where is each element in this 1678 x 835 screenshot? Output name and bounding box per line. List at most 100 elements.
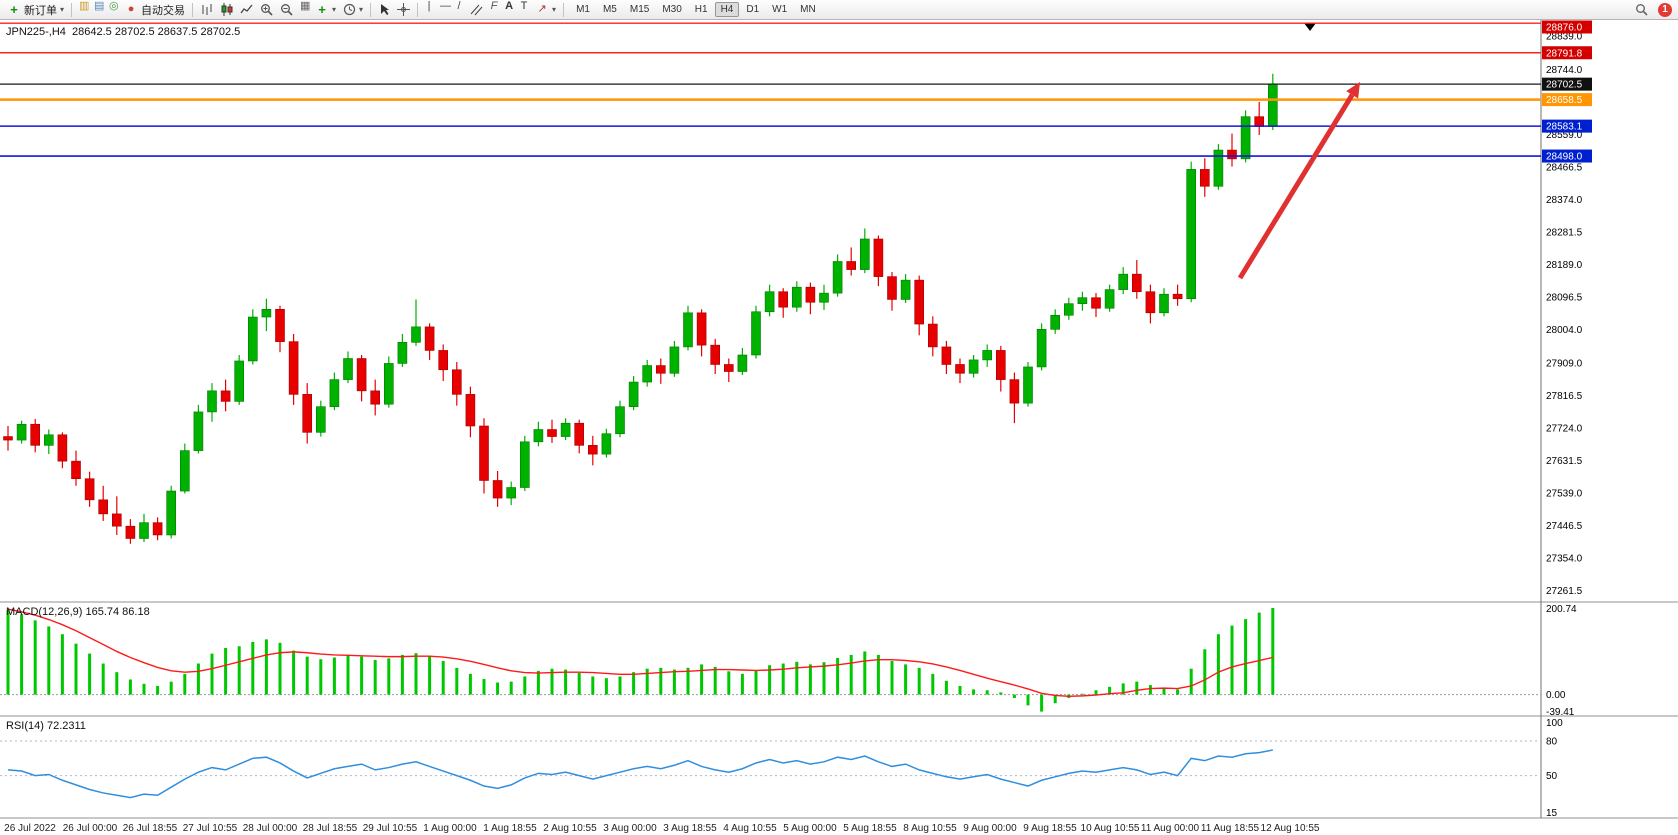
svg-text:27909.0: 27909.0	[1546, 359, 1583, 370]
crosshair-icon[interactable]	[394, 1, 413, 19]
chevron-down-icon: ▾	[359, 5, 364, 14]
svg-text:28744.0: 28744.0	[1546, 65, 1583, 76]
macd-signal-line	[7, 608, 1273, 698]
timeframe-button-m5[interactable]: M5	[602, 4, 617, 15]
clock-icon[interactable]: ▾	[340, 1, 366, 19]
line-chart-icon[interactable]	[237, 1, 256, 19]
svg-text:27724.0: 27724.0	[1546, 424, 1583, 435]
svg-text:27446.5: 27446.5	[1546, 521, 1583, 532]
svg-text:26 Jul 2022: 26 Jul 2022	[4, 823, 56, 834]
chevron-down-icon: ▾	[60, 5, 65, 14]
svg-text:9 Aug 00:00: 9 Aug 00:00	[963, 823, 1017, 834]
svg-text:26 Jul 00:00: 26 Jul 00:00	[63, 823, 118, 834]
price-axis[interactable]: 28839.028744.028651.528559.028466.528374…	[1546, 32, 1583, 598]
chart-shift-marker-icon[interactable]	[1304, 23, 1316, 31]
svg-text:5 Aug 18:55: 5 Aug 18:55	[843, 823, 897, 834]
candlesticks	[3, 73, 1278, 544]
timeframe-button-h4[interactable]: H4	[714, 2, 740, 17]
rsi-line	[7, 749, 1273, 799]
chevron-down-icon: ▾	[552, 5, 557, 14]
zoom-out-icon[interactable]	[277, 1, 296, 19]
rsi-label: RSI(14) 72.2311	[6, 720, 86, 732]
tile-windows-icon[interactable]: ▦	[300, 0, 311, 12]
svg-text:5 Aug 00:00: 5 Aug 00:00	[783, 823, 837, 834]
chart-canvas[interactable]: 28839.028744.028651.528559.028466.528374…	[0, 20, 1678, 835]
svg-text:27354.0: 27354.0	[1546, 554, 1583, 565]
svg-text:50: 50	[1546, 771, 1558, 782]
fibonacci-icon[interactable]: F	[490, 0, 498, 12]
svg-text:9 Aug 18:55: 9 Aug 18:55	[1023, 823, 1077, 834]
svg-text:100: 100	[1546, 718, 1563, 729]
timeframe-button-m15[interactable]: M15	[629, 4, 650, 15]
timeframe-button-mn[interactable]: MN	[800, 4, 816, 15]
svg-text:-39.41: -39.41	[1546, 707, 1575, 718]
svg-text:28876.0: 28876.0	[1546, 23, 1583, 34]
timeframe-button-m30[interactable]: M30	[662, 4, 682, 15]
auto-trading-button[interactable]: ● 自动交易	[121, 1, 188, 19]
svg-text:2 Aug 10:55: 2 Aug 10:55	[543, 823, 597, 834]
svg-text:28466.5: 28466.5	[1546, 163, 1583, 174]
new-order-icon: +	[10, 2, 18, 17]
time-axis[interactable]: 26 Jul 2022 26 Jul 00:00 26 Jul 18:55 27 Ju…	[4, 823, 1320, 834]
timeframe-button-m1[interactable]: M1	[576, 4, 590, 15]
search-icon[interactable]	[1632, 1, 1651, 19]
auto-trading-label: 自动交易	[141, 4, 186, 17]
price-tag	[1542, 119, 1592, 133]
svg-text:28004.0: 28004.0	[1546, 325, 1583, 336]
svg-text:27631.5: 27631.5	[1546, 456, 1583, 467]
trend-arrow[interactable]	[1237, 93, 1355, 280]
trend-arrow-head-icon	[1346, 82, 1360, 99]
svg-text:28 Jul 18:55: 28 Jul 18:55	[303, 823, 358, 834]
toolbar-separator	[71, 2, 73, 17]
price-tag	[1542, 149, 1592, 163]
timeframe-button-h1[interactable]: H1	[694, 4, 708, 15]
timeframe-toolbar: M1 M5 M15 M30 H1 H4 D1 W1 MN	[570, 2, 822, 17]
candlestick-icon[interactable]	[217, 1, 236, 19]
price-tag	[1542, 77, 1592, 91]
arrow-tools-icon[interactable]: ↗ ▾	[532, 1, 559, 19]
svg-text:4 Aug 10:55: 4 Aug 10:55	[723, 823, 777, 834]
toolbar-separator	[192, 2, 194, 17]
svg-text:28374.0: 28374.0	[1546, 195, 1583, 206]
macd-label: MACD(12,26,9) 165.74 86.18	[6, 606, 150, 618]
svg-text:26 Jul 18:55: 26 Jul 18:55	[123, 823, 178, 834]
bar-chart-icon[interactable]	[197, 1, 216, 19]
vertical-line-icon[interactable]: |	[427, 0, 431, 12]
text-icon[interactable]: A	[505, 0, 514, 12]
svg-text:28839.0: 28839.0	[1546, 32, 1583, 43]
equidistant-channel-icon[interactable]	[467, 1, 486, 19]
svg-text:11 Aug 18:55: 11 Aug 18:55	[1201, 823, 1260, 834]
svg-text:28096.5: 28096.5	[1546, 293, 1583, 304]
market-watch-icon[interactable]: ▥	[79, 0, 90, 12]
trendline-icon[interactable]: /	[457, 0, 461, 12]
label-icon[interactable]: T	[520, 0, 528, 12]
timeframe-button-w1[interactable]: W1	[772, 4, 788, 15]
refresh-icon[interactable]: ◎	[109, 0, 119, 12]
svg-text:28559.0: 28559.0	[1546, 130, 1583, 141]
svg-text:80: 80	[1546, 737, 1558, 748]
zoom-in-icon[interactable]	[257, 1, 276, 19]
new-order-button[interactable]: + 新订单 ▾	[4, 1, 67, 19]
svg-text:28702.5: 28702.5	[1546, 80, 1583, 91]
svg-text:28 Jul 00:00: 28 Jul 00:00	[243, 823, 298, 834]
toolbar-separator	[370, 2, 372, 17]
strategy-tester-icon[interactable]: ▤	[94, 0, 105, 12]
price-tag	[1542, 93, 1592, 107]
svg-text:200.74: 200.74	[1546, 604, 1577, 615]
price-tag	[1542, 46, 1592, 60]
indicators-plus-icon: +	[318, 2, 326, 17]
svg-text:28791.8: 28791.8	[1546, 48, 1583, 59]
chevron-down-icon: ▾	[332, 5, 337, 14]
price-tag	[1542, 20, 1592, 34]
svg-text:28498.0: 28498.0	[1546, 152, 1583, 163]
chart-region[interactable]: 28839.028744.028651.528559.028466.528374…	[0, 20, 1678, 835]
svg-text:10 Aug 10:55: 10 Aug 10:55	[1081, 823, 1140, 834]
toolbar-separator	[417, 2, 419, 17]
timeframe-button-d1[interactable]: D1	[746, 4, 760, 15]
new-order-label: 新订单	[24, 4, 57, 17]
cursor-icon[interactable]	[375, 1, 393, 19]
notification-badge[interactable]: 1	[1658, 2, 1672, 17]
indicators-icon[interactable]: + ▾	[312, 1, 339, 19]
horizontal-line-icon[interactable]: —	[440, 0, 452, 12]
